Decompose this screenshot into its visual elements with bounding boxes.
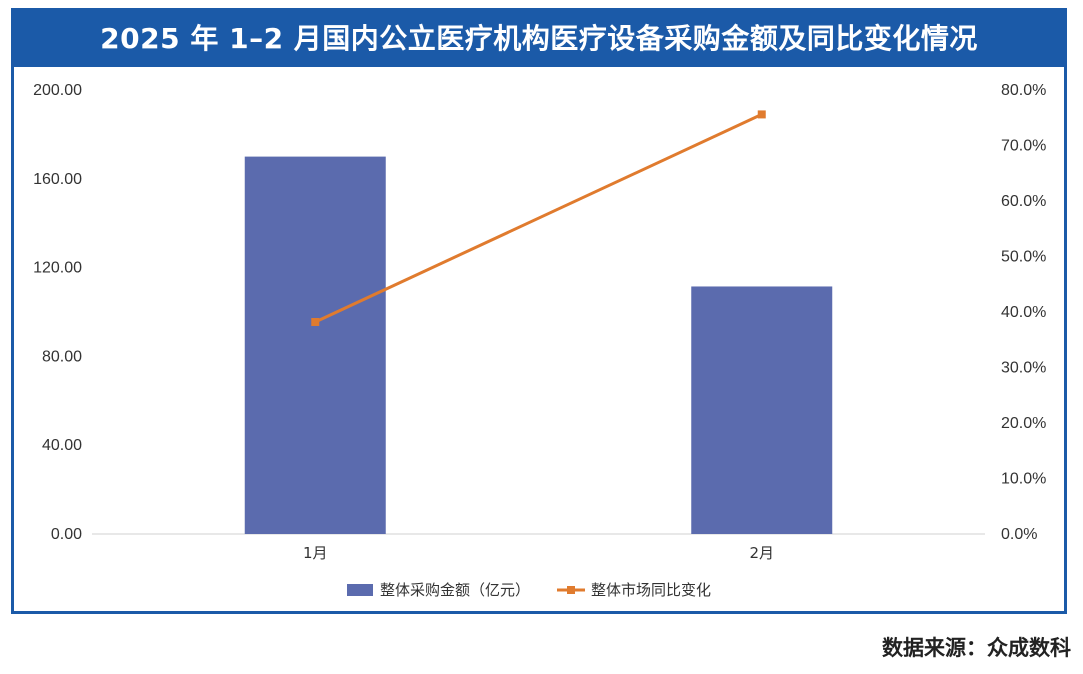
right-tick-label: 40.0% xyxy=(1001,304,1046,321)
legend-bar-swatch xyxy=(347,584,373,596)
line-point xyxy=(757,110,766,119)
bar xyxy=(244,156,386,534)
right-tick-label: 60.0% xyxy=(1001,193,1046,210)
chart-frame: 2025 年 1–2 月国内公立医疗机构医疗设备采购金额及同比变化情况 xyxy=(11,8,1067,614)
line-point xyxy=(311,317,320,326)
left-tick-label: 40.00 xyxy=(42,437,82,454)
bar xyxy=(691,286,833,534)
right-tick-label: 0.0% xyxy=(1001,526,1037,543)
legend-bar-label: 整体采购金额（亿元） xyxy=(380,581,530,599)
legend-line-label: 整体市场同比变化 xyxy=(591,581,711,599)
series-line xyxy=(314,113,763,324)
bar-series xyxy=(244,156,833,534)
right-tick-label: 20.0% xyxy=(1001,415,1046,432)
left-axis: 0.00 40.00 80.00 120.00 160.00 200.00 xyxy=(33,82,82,543)
left-tick-label: 160.00 xyxy=(33,171,82,188)
chart-title: 2025 年 1–2 月国内公立医疗机构医疗设备采购金额及同比变化情况 xyxy=(14,11,1064,67)
x-tick-label: 1月 xyxy=(303,544,328,562)
right-tick-label: 10.0% xyxy=(1001,471,1046,488)
data-source: 数据来源：众成数科 xyxy=(882,636,1071,660)
right-axis: 0.0% 10.0% 20.0% 30.0% 40.0% 50.0% 60.0% 70.0% 8… xyxy=(1001,82,1046,543)
right-tick-label: 70.0% xyxy=(1001,138,1046,155)
left-tick-label: 120.00 xyxy=(33,260,82,277)
right-tick-label: 80.0% xyxy=(1001,82,1046,99)
legend-line-marker xyxy=(567,586,575,594)
x-tick-label: 2月 xyxy=(749,544,774,562)
left-tick-label: 80.00 xyxy=(42,348,82,365)
left-tick-label: 0.00 xyxy=(51,526,82,543)
right-tick-label: 50.0% xyxy=(1001,249,1046,266)
legend: 整体采购金额（亿元） 整体市场同比变化 xyxy=(347,581,711,599)
line-series xyxy=(311,110,766,326)
x-axis: 1月 2月 xyxy=(303,544,774,562)
left-tick-label: 200.00 xyxy=(33,82,82,99)
right-tick-label: 30.0% xyxy=(1001,360,1046,377)
